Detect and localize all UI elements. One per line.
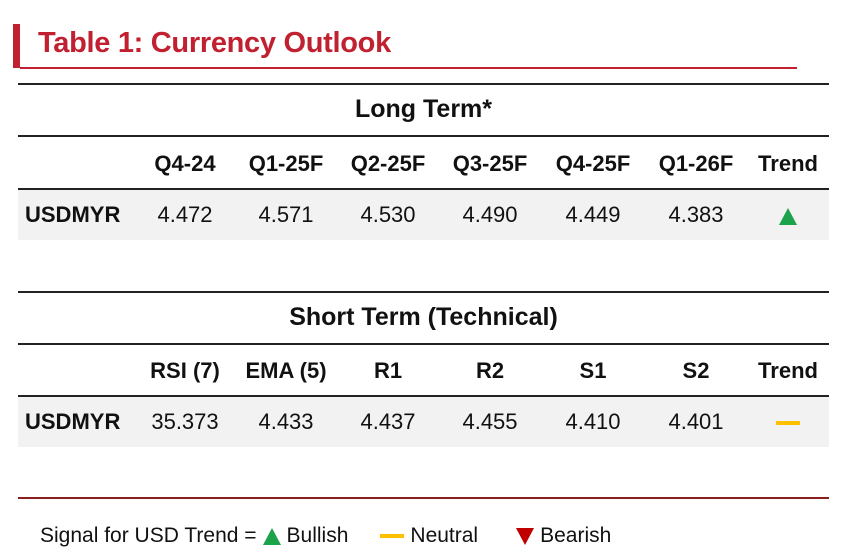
header-rule (18, 395, 829, 397)
trend-cell (747, 397, 829, 447)
bullish-up-triangle-icon (779, 207, 797, 225)
header-cell: Q1-25F (248, 151, 324, 176)
header-cell: S1 (579, 358, 607, 383)
page-title: Table 1: Currency Outlook (38, 27, 391, 59)
value-cell: 4.410 (565, 409, 621, 434)
header-cell (18, 346, 136, 396)
short-term-header-row: RSI (7) EMA (5) R1 R2 S1 S2 Trend (18, 346, 829, 396)
neutral-dash-icon (776, 421, 800, 426)
header-cell: Q4-24 (154, 151, 216, 176)
value-cell: 4.455 (462, 409, 518, 434)
header-cell: Q2-25F (350, 151, 426, 176)
legend-bullish-label: Bullish (286, 524, 349, 547)
bullish-up-triangle-icon (262, 527, 281, 545)
value-cell: 4.571 (258, 202, 314, 227)
title-rule (18, 343, 829, 345)
title-rule (18, 135, 829, 137)
value-cell: 4.383 (668, 202, 724, 227)
trend-cell (747, 190, 829, 240)
table-top-rule (18, 83, 829, 85)
header-cell: Trend (758, 358, 818, 383)
value-cell: 4.437 (360, 409, 416, 434)
legend-rule (18, 497, 829, 499)
bearish-down-triangle-icon (516, 527, 535, 545)
header-cell: Trend (758, 151, 818, 176)
legend-neutral-label: Neutral (410, 524, 479, 547)
header-cell: EMA (5) (245, 358, 327, 383)
legend-prefix: Signal for USD Trend = (40, 524, 257, 547)
header-cell: R2 (475, 358, 505, 383)
header-cell (18, 139, 136, 189)
title-accent-bar (13, 24, 20, 68)
table-row: USDMYR 4.472 4.571 4.530 4.490 4.449 4.3… (18, 190, 829, 240)
value-cell: 4.449 (565, 202, 621, 227)
neutral-dash-icon (380, 534, 405, 538)
short-term-title: Short Term (Technical) (289, 303, 558, 331)
value-cell: 4.490 (462, 202, 518, 227)
value-cell: 4.401 (668, 409, 724, 434)
trend-legend: Signal for USD Trend = Bullish Neutral B… (40, 522, 611, 550)
table-row: USDMYR 35.373 4.433 4.437 4.455 4.410 4.… (18, 397, 829, 447)
pair-label: USDMYR (25, 409, 121, 434)
header-cell: S2 (682, 358, 710, 383)
header-cell: R1 (373, 358, 403, 383)
header-cell: Q4-25F (555, 151, 631, 176)
long-term-title: Long Term* (354, 95, 493, 123)
value-cell: 4.530 (360, 202, 416, 227)
table-top-rule (18, 291, 829, 293)
legend-bearish-label: Bearish (540, 524, 612, 547)
header-cell: Q1-26F (658, 151, 734, 176)
header-cell: RSI (7) (150, 358, 220, 383)
header-rule (18, 188, 829, 190)
value-cell: 4.433 (258, 409, 314, 434)
long-term-header-row: Q4-24 Q1-25F Q2-25F Q3-25F Q4-25F Q1-26F… (18, 139, 829, 189)
pair-label: USDMYR (25, 202, 121, 227)
value-cell: 4.472 (157, 202, 213, 227)
title-underline (20, 67, 797, 69)
header-cell: Q3-25F (452, 151, 528, 176)
value-cell: 35.373 (151, 409, 219, 434)
